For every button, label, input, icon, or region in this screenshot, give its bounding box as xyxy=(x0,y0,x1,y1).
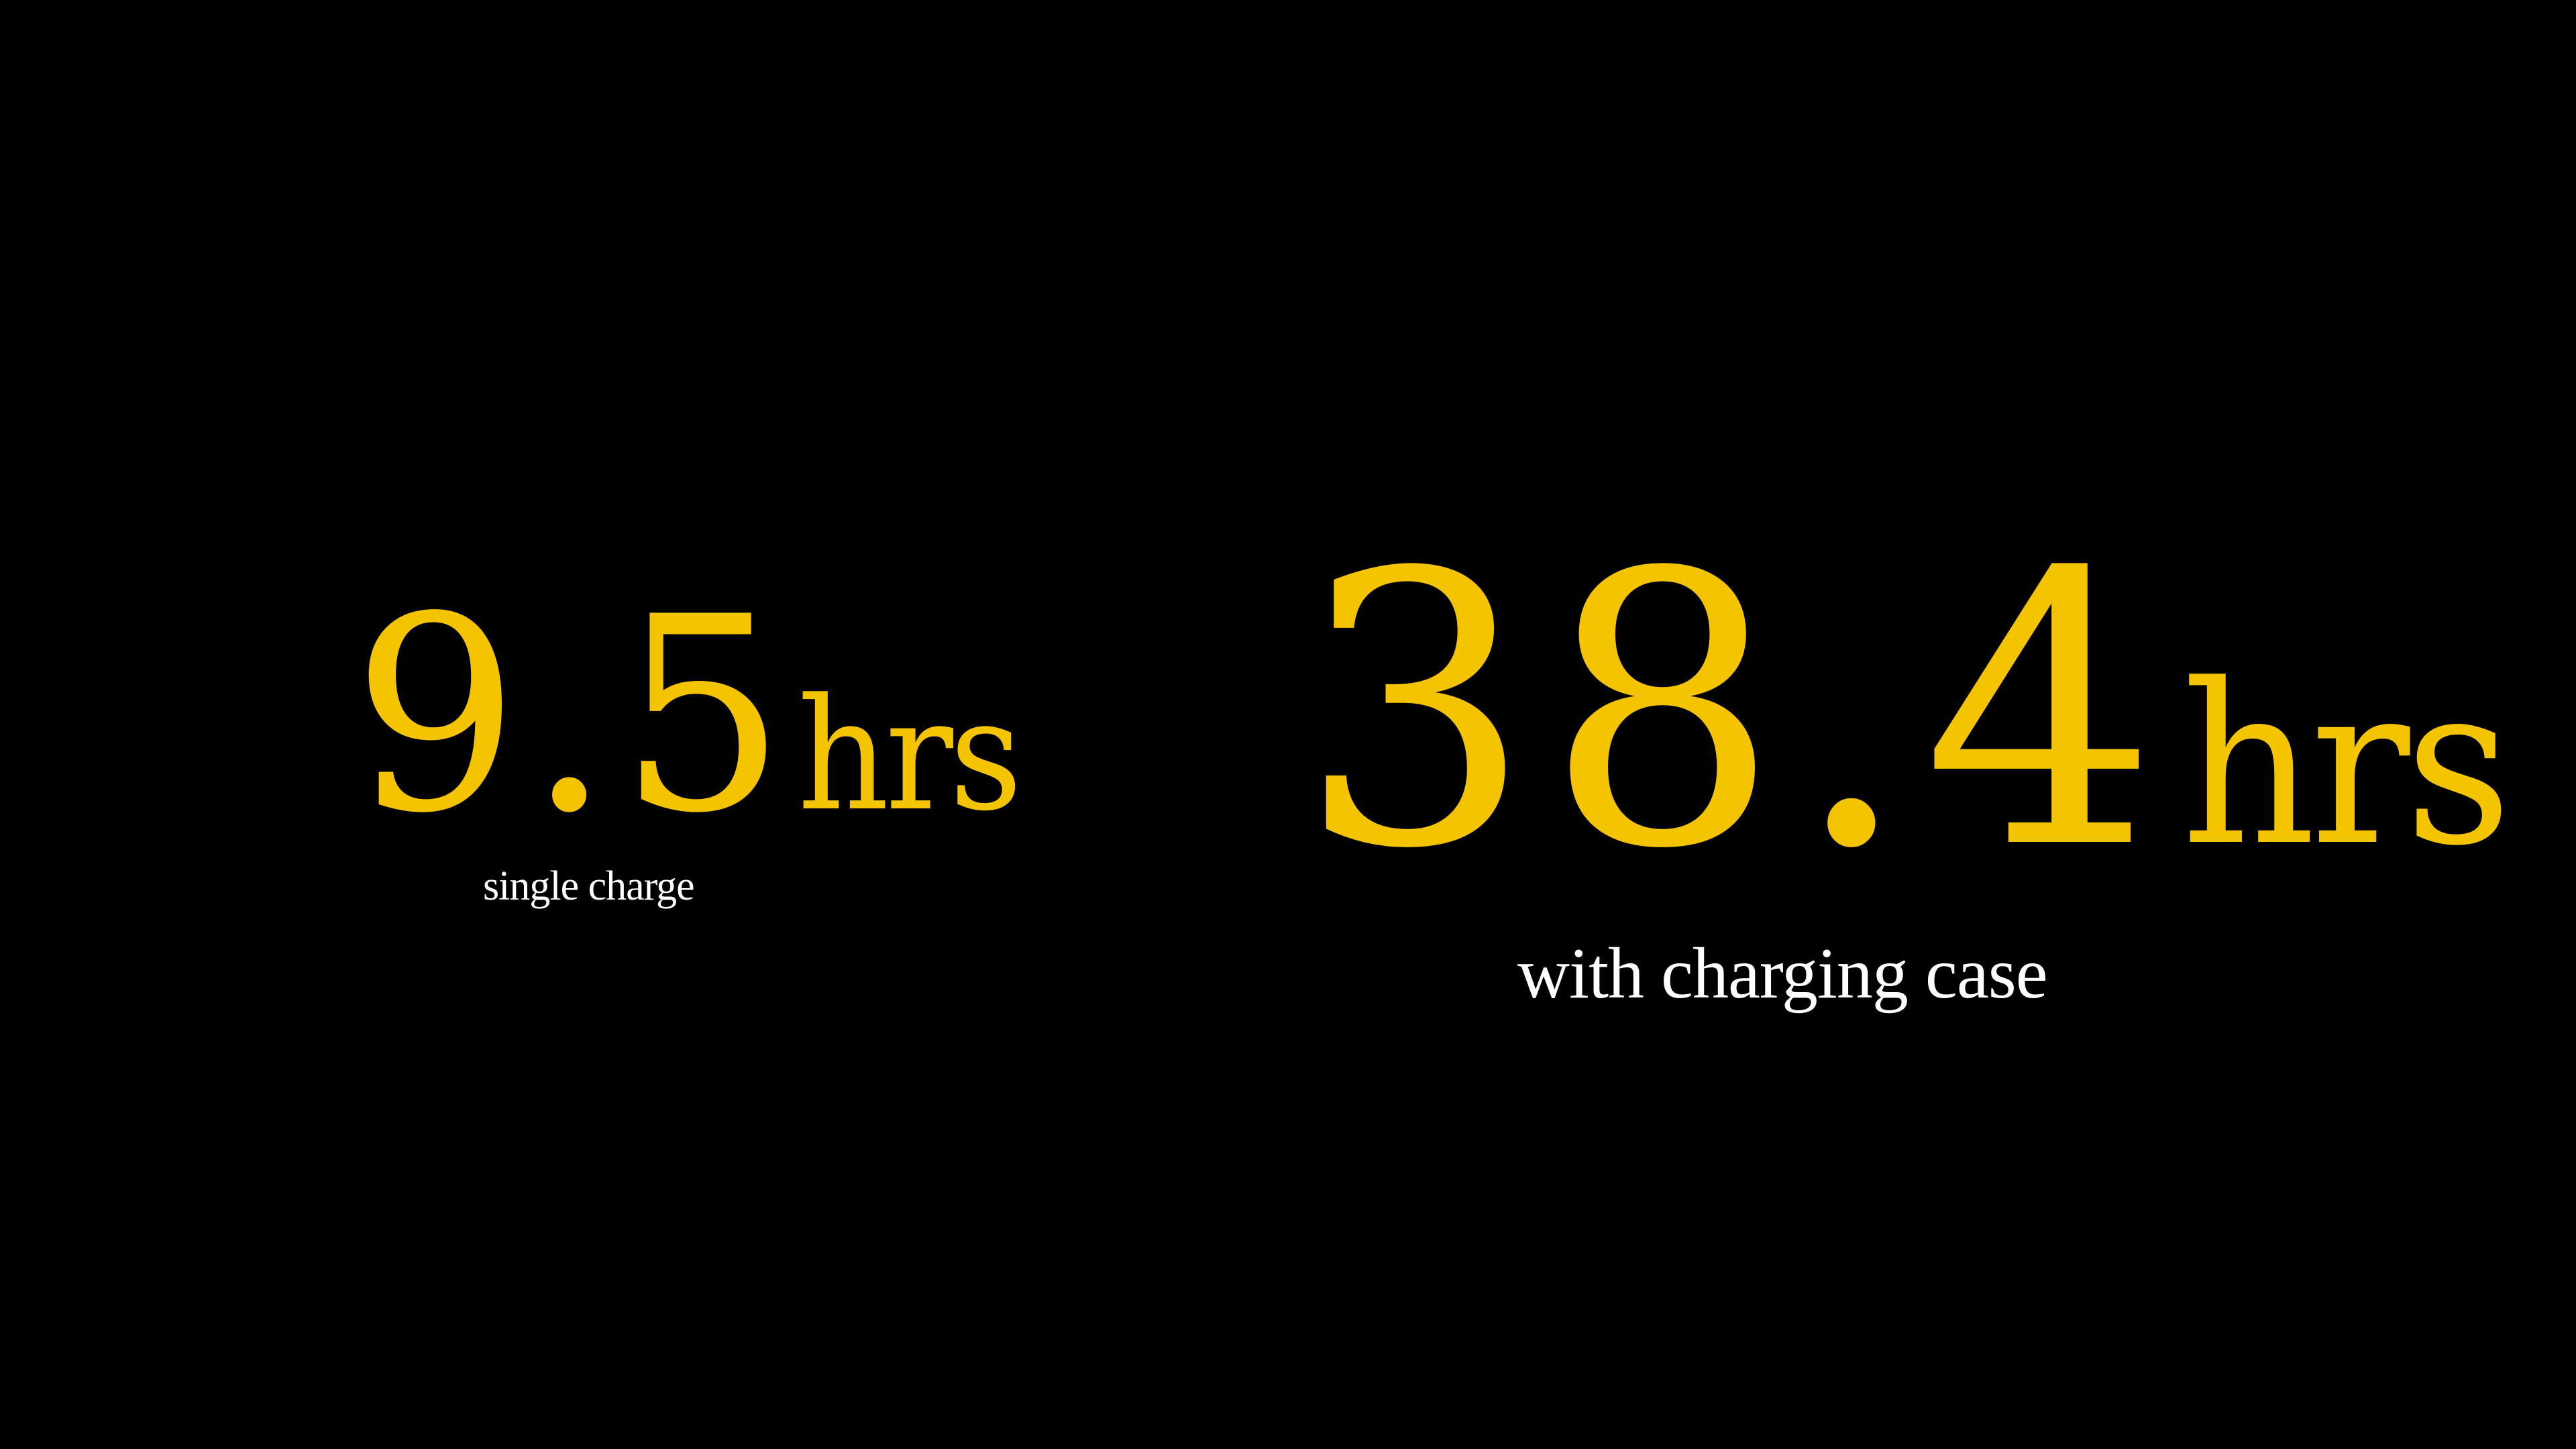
stat-unit: hrs xyxy=(798,666,1022,845)
stat-unit: hrs xyxy=(2181,637,2512,894)
stat-caption: single charge xyxy=(483,863,695,909)
stat-value: 38.4hrs xyxy=(1298,525,2528,900)
stat-value: 9.5hrs xyxy=(352,582,1038,851)
stat-caption: with charging case xyxy=(1517,934,2048,1014)
stat-number: 9.5 xyxy=(352,560,794,872)
stat-number: 38.4 xyxy=(1298,494,2171,931)
